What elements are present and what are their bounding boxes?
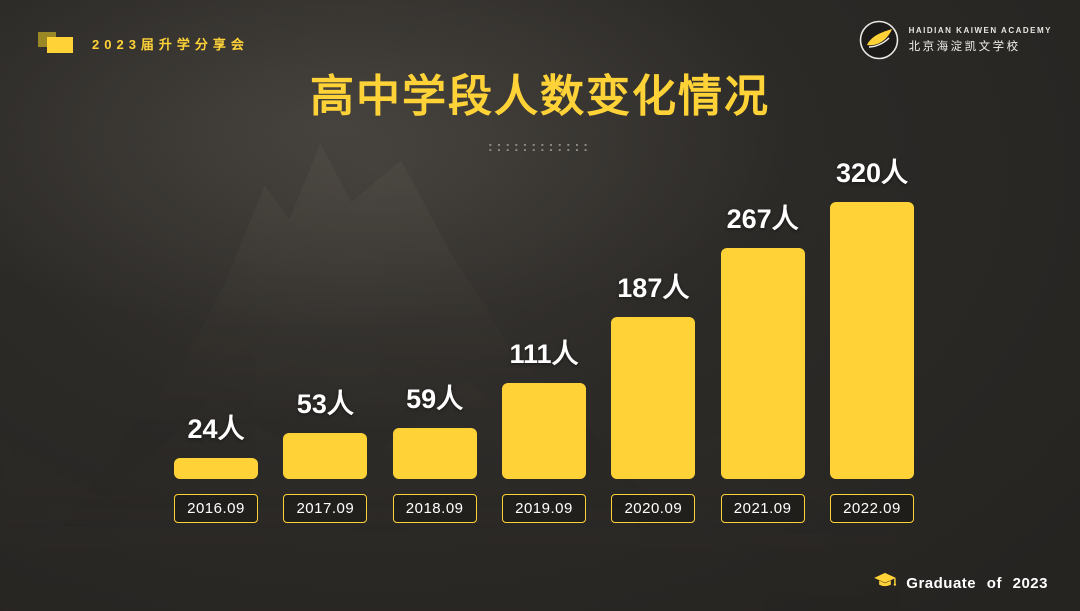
bar-value-label: 59人 [406,384,464,414]
event-badge: 2023届升学分享会 [38,30,249,56]
category-label: 2017.09 [283,494,368,523]
bar-value-label: 111人 [509,339,579,369]
bar-column: 267人 2021.09 [719,197,807,523]
bar [611,317,696,479]
bar-column: 24人 2016.09 [172,407,260,523]
category-label: 2016.09 [174,494,258,523]
bar-column: 53人 2017.09 [281,382,369,523]
bar-column: 59人 2018.09 [391,377,479,523]
category-label: 2018.09 [392,494,477,523]
bar [720,248,805,479]
school-emblem-icon [859,20,899,60]
bar [392,428,477,479]
bar-value-label: 187人 [617,273,690,303]
event-badge-label: 2023届升学分享会 [92,36,249,52]
category-label: 2022.09 [829,494,914,523]
category-label: 2021.09 [720,494,805,523]
bar-value-label: 53人 [296,389,354,419]
footer: Graduate of 2023 [873,572,1048,595]
category-label: 2020.09 [611,494,696,523]
school-name: HAIDIAN KAIWEN ACADEMY 北京海淀凯文学校 [909,26,1052,54]
bar-column: 320人 2022.09 [828,151,916,523]
bar-chart: 24人 2016.09 53人 2017.09 59人 2018.09 111人 2019.0… [172,151,916,523]
badge-squares-icon [38,30,78,56]
slide-title: 高中学段人数变化情况 [310,72,770,121]
bar-column: 111人 2019.09 [500,332,588,523]
bar [829,202,914,479]
bar-value-label: 320人 [835,158,908,188]
bar [174,458,258,479]
bar [501,383,586,479]
bar-column: 187人 2020.09 [609,266,697,523]
school-name-en: HAIDIAN KAIWEN ACADEMY [908,26,1052,35]
title-dots-decoration: :::::::::::: [488,138,592,154]
graduation-cap-icon [873,572,897,595]
footer-label: Graduate of 2023 [906,575,1048,592]
bar-value-label: 267人 [726,204,799,234]
school-name-cn: 北京海淀凯文学校 [908,41,1021,53]
category-label: 2019.09 [501,494,586,523]
school-logo: HAIDIAN KAIWEN ACADEMY 北京海淀凯文学校 [859,20,1052,60]
bar [283,433,368,479]
bar-value-label: 24人 [187,414,245,444]
